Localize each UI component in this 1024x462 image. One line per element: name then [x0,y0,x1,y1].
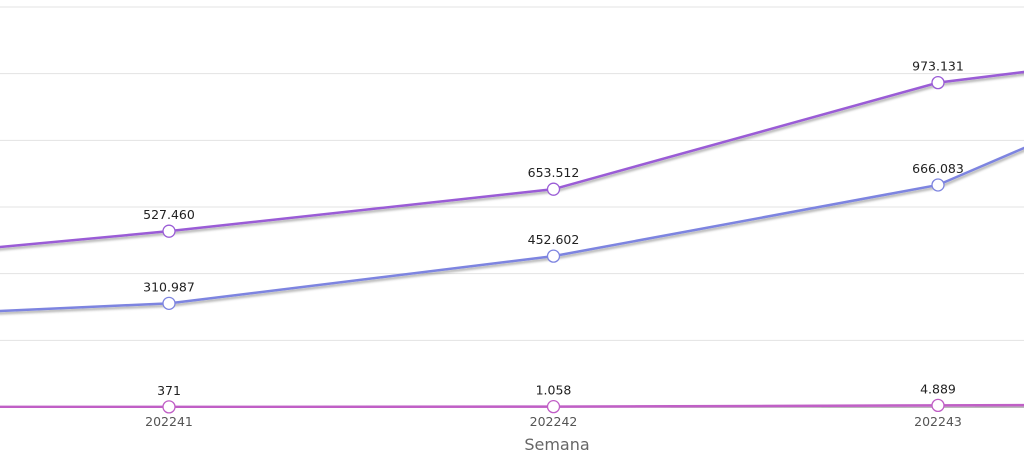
x-tick-label: 202242 [530,414,578,429]
data-label: 452.602 [528,232,580,247]
data-point[interactable] [162,296,176,310]
data-label: 1.058 [536,383,572,398]
data-label: 4.889 [920,381,956,396]
data-point[interactable] [546,249,561,263]
data-label: 973.131 [912,59,964,74]
data-point[interactable] [162,400,176,414]
data-point[interactable] [931,75,945,90]
data-point[interactable] [931,178,945,192]
data-point[interactable] [546,182,561,196]
series-line-1 [0,70,1024,249]
x-tick-label: 202243 [914,414,962,429]
data-label: 653.512 [528,165,580,180]
data-label: 310.987 [143,279,195,294]
x-axis-title: Semana [524,435,589,454]
data-label: 371 [157,383,181,398]
series-line-3 [0,403,1024,409]
data-label: 666.083 [912,161,964,176]
data-point[interactable] [546,399,561,414]
data-point[interactable] [931,398,945,413]
data-point[interactable] [162,224,176,238]
data-label: 527.460 [143,207,195,222]
x-tick-label: 202241 [145,414,193,429]
series-line-2 [0,146,1024,313]
